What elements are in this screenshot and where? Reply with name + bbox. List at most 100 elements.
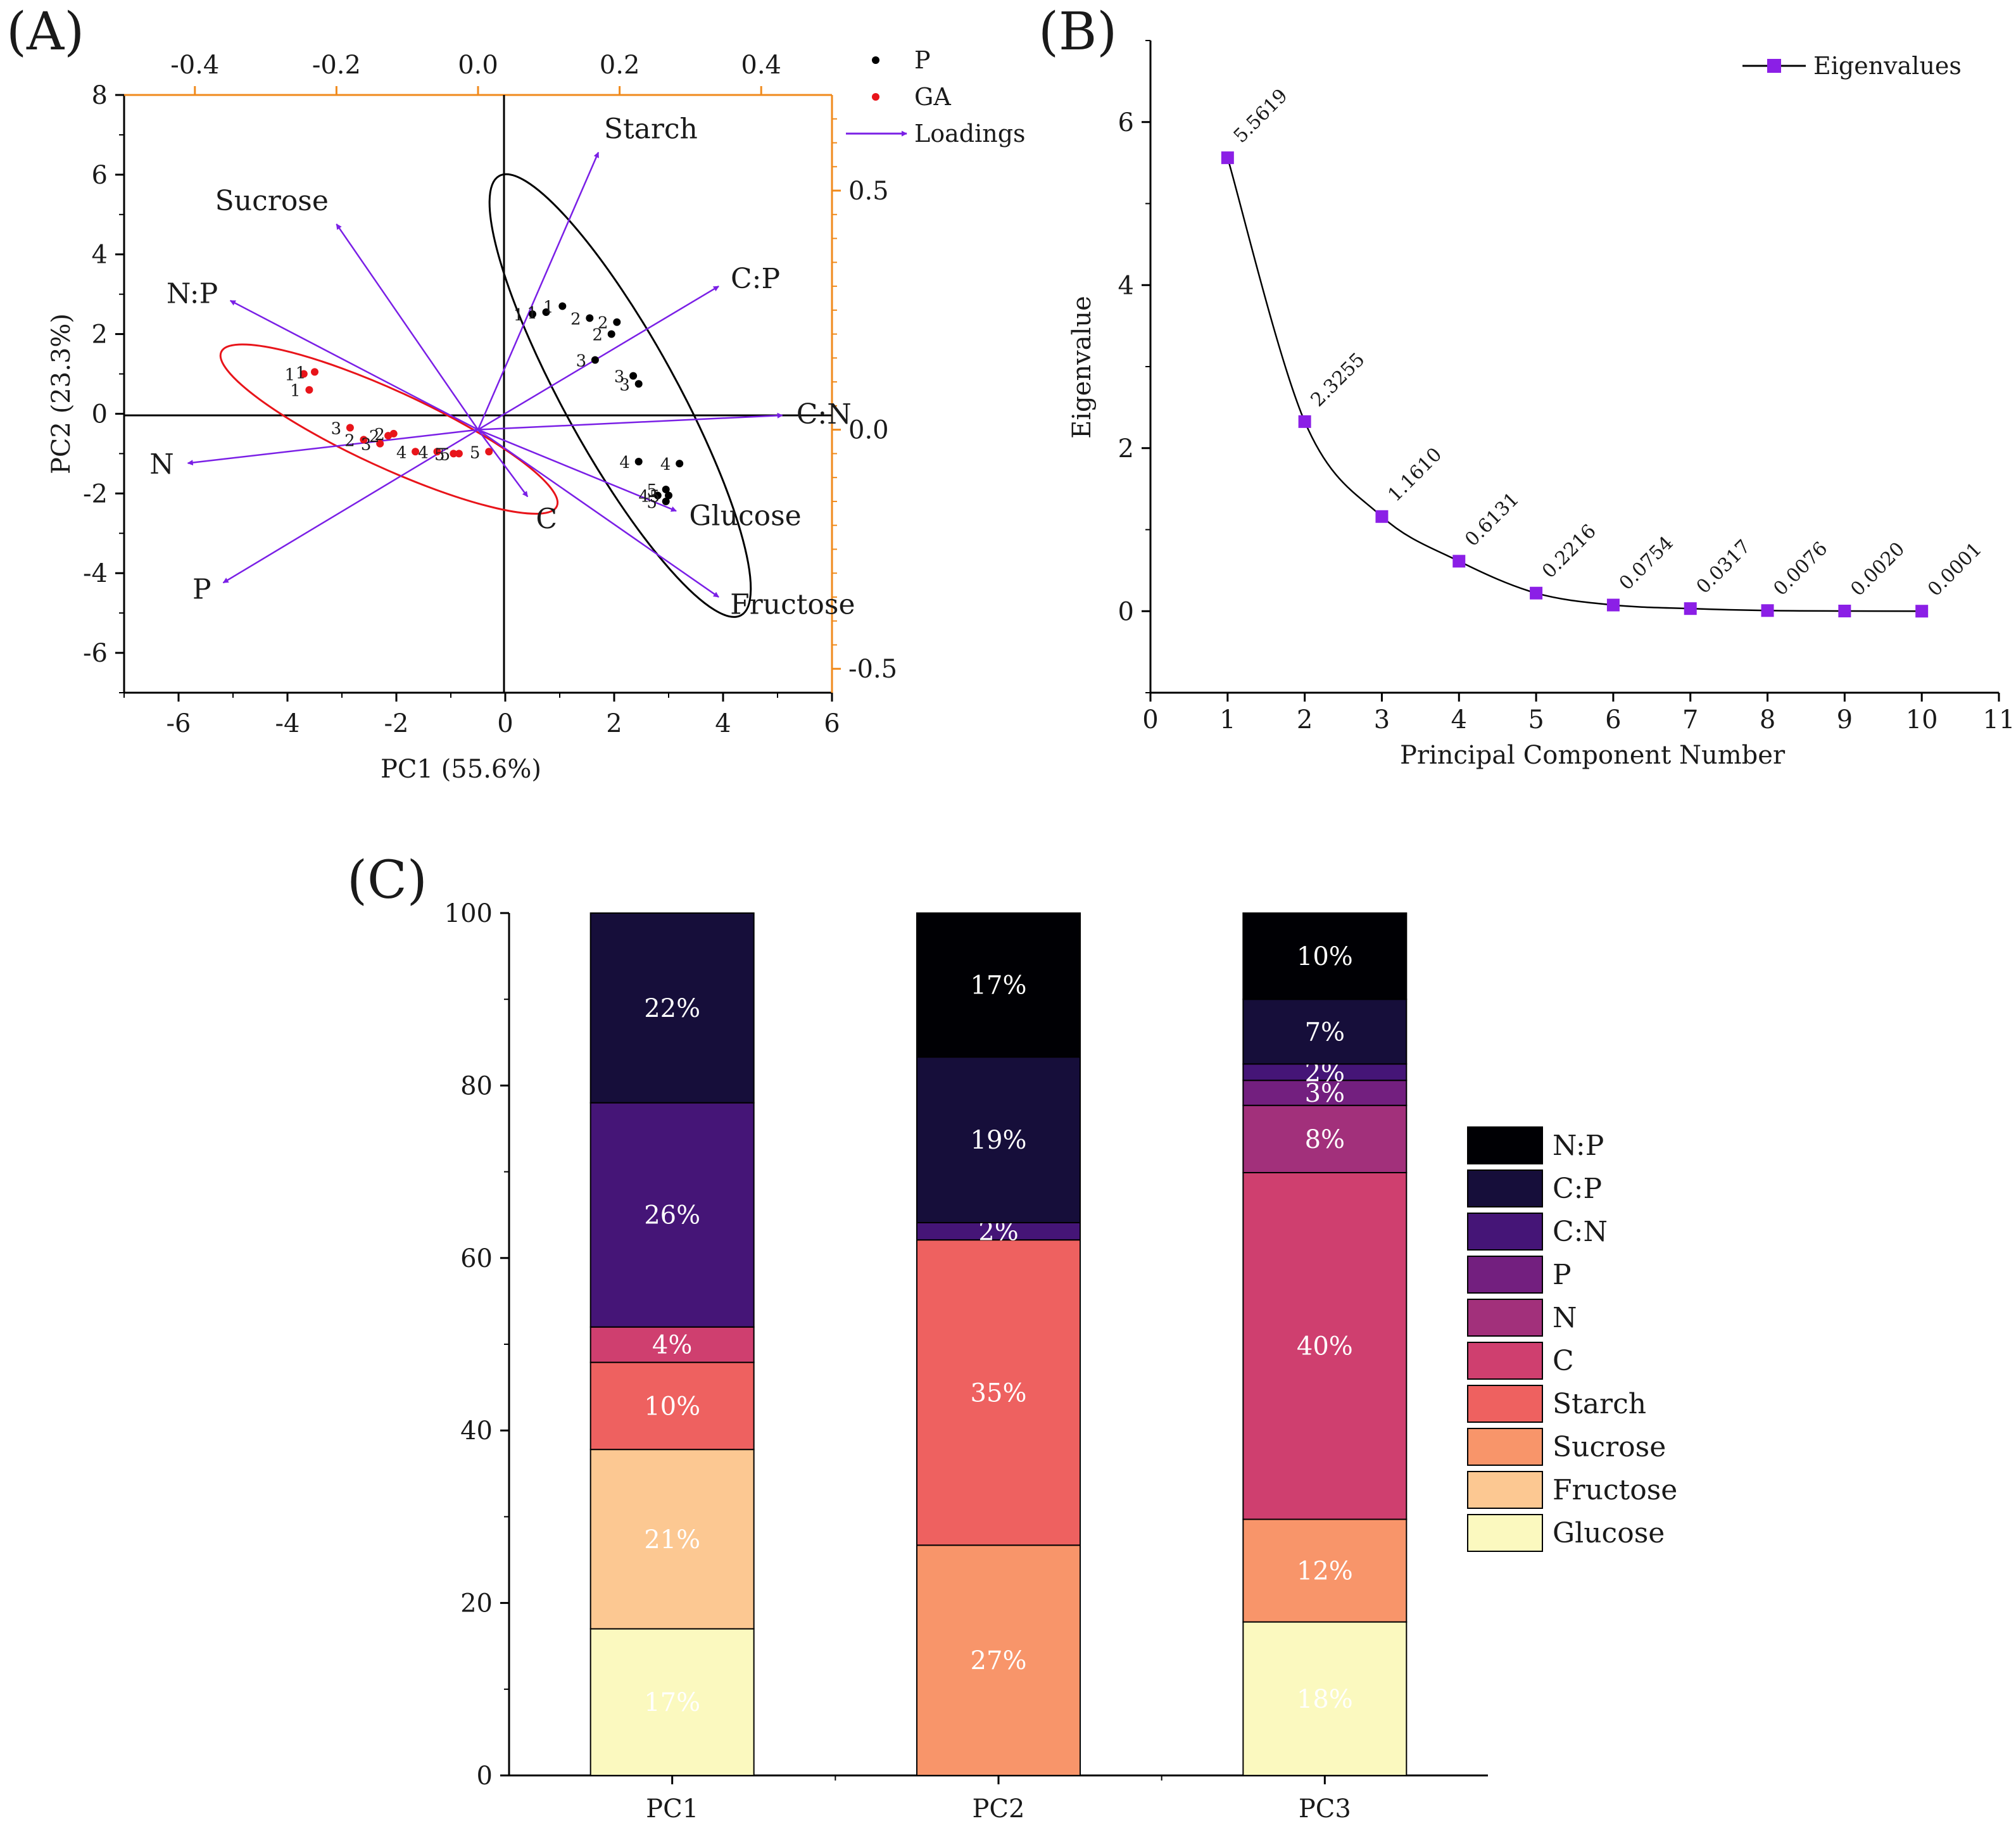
loading-arrow-n bbox=[187, 429, 479, 466]
x-tick-label: -2 bbox=[384, 709, 409, 738]
point-label-ga: 1 bbox=[290, 382, 301, 401]
bar-segment-pc1-c-p bbox=[589, 912, 755, 1104]
point-label-ga: 1 bbox=[285, 366, 296, 385]
point-ga bbox=[311, 368, 318, 376]
bar-segment-label: 3% bbox=[1305, 1079, 1345, 1108]
bar-segment-label: 22% bbox=[644, 994, 700, 1023]
bar-segment-pc3-glucose bbox=[1242, 1621, 1408, 1776]
biplot-legend: P GA Loadings bbox=[846, 46, 1026, 148]
loading-label-c: C bbox=[536, 503, 557, 535]
y-tick-label: 6 bbox=[1118, 108, 1134, 137]
loading-arrow-sucrose bbox=[336, 224, 479, 431]
legend-swatch-c-n bbox=[1467, 1213, 1543, 1251]
eigenvalue-marker bbox=[1221, 151, 1234, 165]
point-ga bbox=[376, 439, 384, 448]
x-tick-label: 8 bbox=[1760, 705, 1775, 734]
x-tick-label: -6 bbox=[167, 709, 191, 738]
loading-arrow-c-p bbox=[477, 286, 719, 431]
y-tick-label: 4 bbox=[1118, 271, 1134, 300]
legend-label-c: C bbox=[1553, 1345, 1574, 1377]
eigenvalue-label: 2.3255 bbox=[1307, 349, 1370, 412]
loading-arrow-c bbox=[477, 429, 529, 498]
loading-arrow-c-n bbox=[477, 412, 783, 431]
bar-segment-label: 10% bbox=[1297, 942, 1353, 971]
y-tick-label: 8 bbox=[92, 81, 108, 110]
eigenvalue-label: 0.6131 bbox=[1461, 488, 1523, 551]
bar-segment-label: 4% bbox=[652, 1331, 692, 1360]
panel-label-a: (A) bbox=[6, 2, 84, 62]
point-ga bbox=[433, 448, 441, 456]
y-tick-label: 2 bbox=[1118, 434, 1134, 463]
loading-arrow-starch bbox=[477, 151, 600, 431]
bar-segment-pc2-sucrose bbox=[916, 1544, 1081, 1776]
x-tick-label: 9 bbox=[1837, 705, 1853, 734]
biplot-y-title: PC2 (23.3%) bbox=[47, 313, 76, 474]
bar-segment-label: 18% bbox=[1297, 1685, 1353, 1714]
scree-plot-panel: 0 1 2 3 4 5 6 7 8 9 10 11 0 2 4 6 5.5619 2.32551.16100.6… bbox=[1068, 40, 2015, 770]
ellipse-ga bbox=[219, 343, 559, 515]
legend-label-c-n: C:N bbox=[1553, 1216, 1608, 1248]
bar-segment-label: 17% bbox=[971, 971, 1027, 1000]
eigenvalue-label: 1.1610 bbox=[1383, 443, 1446, 506]
point-label-p: 2 bbox=[570, 310, 581, 329]
bar-segment-label: 8% bbox=[1305, 1125, 1345, 1154]
point-ga bbox=[305, 386, 313, 394]
point-p bbox=[653, 491, 662, 500]
eigenvalue-marker bbox=[1915, 605, 1929, 618]
point-p bbox=[662, 486, 670, 494]
loading-label-fructose: Fructose bbox=[730, 589, 855, 621]
bar-segment-label: 17% bbox=[644, 1688, 700, 1717]
legend-swatch-n bbox=[1467, 1299, 1543, 1337]
loading-label-starch: Starch bbox=[604, 113, 698, 146]
point-label-ga: 2 bbox=[374, 425, 385, 444]
eigenvalue-label: 0.0020 bbox=[1846, 538, 1909, 601]
bar-segment-label: 19% bbox=[971, 1126, 1027, 1155]
y-tick-label: 4 bbox=[92, 241, 108, 270]
x-tick-label: -4 bbox=[275, 709, 300, 738]
bar-segment-pc3-c-n bbox=[1242, 1063, 1408, 1081]
point-label-p: 5 bbox=[646, 481, 657, 500]
bar-ticks: 0 20 40 60 80 100 PC1 PC2 PC3 bbox=[444, 899, 1351, 1824]
point-p bbox=[586, 314, 594, 322]
legend-swatch-starch bbox=[1467, 1385, 1543, 1423]
eigenvalue-marker bbox=[1838, 604, 1851, 617]
legend-swatch-p bbox=[1467, 1256, 1543, 1294]
legend-label-n-p: N:P bbox=[1553, 1130, 1604, 1162]
x-tick-label: 1 bbox=[1219, 705, 1235, 734]
legend-label-eigenvalues: Eigenvalues bbox=[1813, 52, 1962, 80]
ellipse-p bbox=[488, 173, 752, 618]
eigenvalue-marker bbox=[1606, 598, 1620, 612]
point-p bbox=[542, 308, 550, 316]
y-tick-label: 100 bbox=[444, 899, 493, 928]
point-label-ga: 3 bbox=[331, 419, 342, 438]
eigenvalue-label: 0.0754 bbox=[1615, 532, 1678, 595]
y-tick-label: -2 bbox=[83, 479, 108, 508]
point-label-p: 1 bbox=[543, 298, 554, 317]
bar-segment-pc3-n bbox=[1242, 1104, 1408, 1173]
panel-label-c: (C) bbox=[347, 850, 427, 911]
right-tick-label: 0.5 bbox=[848, 177, 889, 206]
bar-segment-label: 21% bbox=[644, 1525, 700, 1554]
loading-label-c-p: C:P bbox=[731, 263, 780, 295]
point-label-p: 4 bbox=[639, 487, 650, 506]
point-p bbox=[662, 497, 670, 505]
x-tick-label: 0 bbox=[1142, 705, 1158, 734]
legend-label-n: N bbox=[1553, 1302, 1577, 1334]
eigenvalue-label: 5.5619 bbox=[1230, 85, 1292, 148]
top-tick-label: 0.4 bbox=[741, 51, 781, 80]
x-tick-label: 5 bbox=[1528, 705, 1544, 734]
point-label-p: 5 bbox=[650, 487, 660, 506]
bar-segment-label: 7% bbox=[1305, 1018, 1345, 1047]
stacked-bar-panel: 0 20 40 60 80 100 PC1 PC2 PC3 17% 21% 10% 4% 26% 22% 2… bbox=[444, 899, 1678, 1824]
legend-label-c-p: C:P bbox=[1553, 1173, 1602, 1205]
y-tick-label: -4 bbox=[83, 559, 108, 588]
y-tick-label: 0 bbox=[92, 400, 108, 429]
point-p bbox=[676, 460, 684, 468]
eigenvalue-label: 0.2216 bbox=[1538, 520, 1601, 583]
point-ga bbox=[450, 450, 458, 458]
confidence-ellipses bbox=[219, 173, 752, 618]
legend-swatch-fructose bbox=[1467, 1471, 1543, 1509]
